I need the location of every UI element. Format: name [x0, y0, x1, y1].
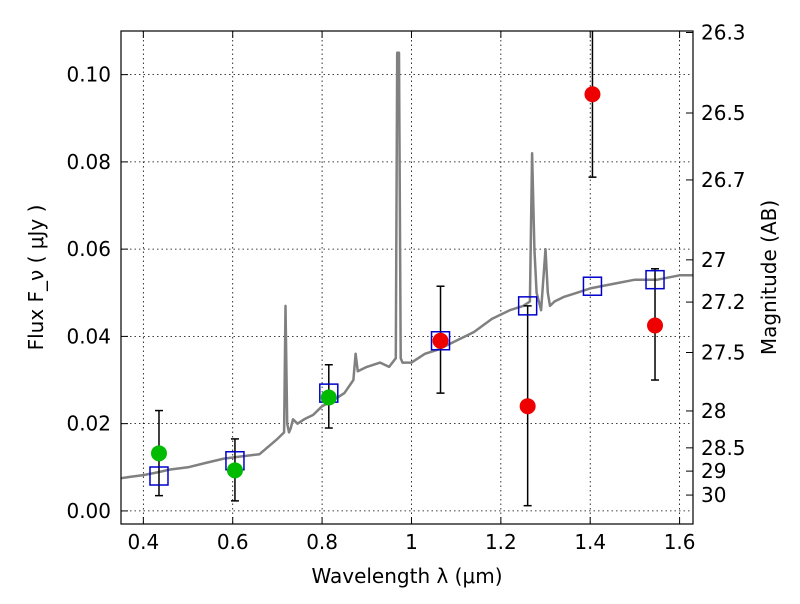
mag-tick-label: 27 [701, 248, 726, 272]
square-marker [645, 269, 665, 290]
circle-marker [647, 317, 664, 334]
square-marker [430, 331, 451, 351]
circle-marker [432, 332, 449, 349]
circle-marker [226, 462, 243, 479]
mag-tick-label: 26.5 [701, 101, 746, 125]
tick-layer: 0.4 0.6 0.8 1 1.2 1.4 1.6 0.00 0.02 0.04 0.06 0.08 0… [66, 21, 745, 554]
square-marker [582, 276, 603, 296]
x-tick-label: 1.4 [574, 530, 606, 554]
y-tick-label: 0.08 [66, 150, 111, 174]
x-axis-label: Wavelength λ (μm) [311, 564, 502, 588]
y-tick-label: 0.02 [66, 412, 111, 436]
circle-marker [320, 389, 337, 406]
mag-tick-label: 30 [701, 483, 726, 507]
y-tick-label: 0.00 [66, 499, 111, 523]
y-tick-label: 0.06 [66, 237, 111, 261]
circle-marker [584, 86, 601, 103]
mag-tick-label: 28 [701, 399, 726, 423]
y2-axis-label: Magnitude (AB) [757, 200, 781, 355]
mag-tick-label: 26.3 [701, 21, 746, 45]
marker-layer [149, 86, 665, 486]
errorbar-layer [154, 31, 660, 507]
spectrum-line [120, 51, 693, 480]
x-tick-label: 0.6 [217, 530, 249, 554]
mag-tick-label: 27.5 [701, 340, 746, 364]
circle-marker [150, 445, 167, 462]
mag-tick-label: 28.5 [701, 436, 746, 460]
y-axis-label: Flux F_ν ( μJy ) [24, 205, 48, 351]
y-tick-label: 0.10 [66, 63, 111, 87]
grid-layer [121, 31, 693, 524]
plot-frame [120, 30, 694, 525]
mag-tick-label: 27.2 [701, 290, 746, 314]
x-tick-label: 0.8 [306, 530, 338, 554]
x-tick-label: 0.4 [127, 530, 159, 554]
x-tick-label: 1.2 [485, 530, 517, 554]
circle-marker [519, 398, 536, 415]
mag-tick-label: 26.7 [701, 168, 746, 192]
y-tick-label: 0.04 [66, 324, 111, 348]
spectrum-layer [120, 51, 693, 480]
square-marker [517, 296, 538, 316]
x-tick-label: 1.6 [664, 530, 696, 554]
mag-tick-label: 29 [701, 459, 726, 483]
x-tick-label: 1 [405, 530, 418, 554]
square-marker [149, 466, 169, 486]
